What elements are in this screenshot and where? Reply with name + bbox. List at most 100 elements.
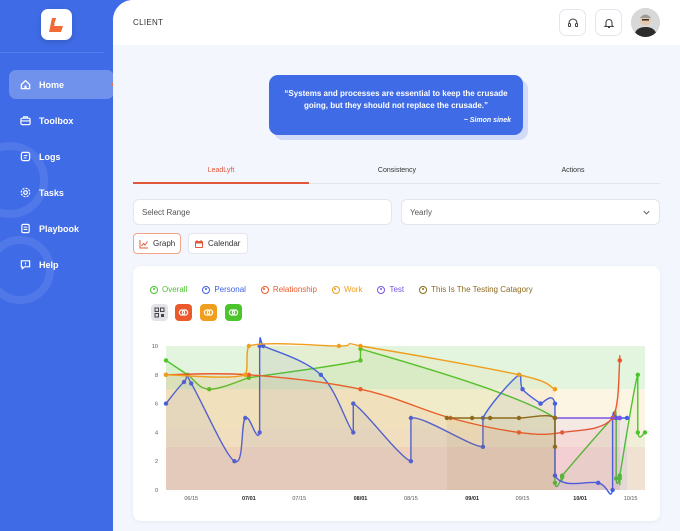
period-select[interactable]: Yearly (401, 199, 660, 225)
legend-label: Overall (162, 285, 188, 294)
series-area (166, 343, 555, 490)
data-point (408, 459, 414, 464)
series-line (165, 337, 627, 495)
chart-card: Overall Personal Relationship Work Test … (133, 266, 660, 521)
tab-consistency[interactable]: Consistency (377, 167, 417, 174)
link-button-red[interactable] (175, 304, 192, 321)
data-point (552, 415, 558, 421)
sidebar-item-label: Tasks (39, 187, 64, 198)
data-point (516, 415, 522, 421)
qr-code-button[interactable] (151, 304, 168, 321)
logs-icon (19, 151, 31, 163)
tab-leadlyft[interactable]: LeadLyft (207, 167, 235, 174)
sidebar-item-label: Playbook (39, 223, 80, 234)
data-point (613, 476, 619, 481)
quote-text: “Systems and processes are essential to … (284, 89, 508, 110)
series-area (166, 355, 620, 490)
help-icon (19, 259, 31, 271)
legend-label: Work (343, 285, 363, 294)
user-avatar[interactable] (631, 8, 660, 37)
sidebar-item-label: Help (39, 259, 59, 270)
range-field[interactable] (133, 199, 392, 225)
link-button-orange[interactable] (200, 304, 217, 321)
legend-test[interactable]: Test (377, 285, 404, 294)
active-tab-underline (133, 182, 309, 184)
app-logo[interactable] (41, 9, 72, 40)
data-point (232, 459, 237, 464)
quote-card: “Systems and processes are essential to … (269, 75, 523, 135)
link-button-green[interactable] (225, 304, 242, 321)
x-tick-label: 07/15 (292, 496, 306, 502)
data-point (610, 487, 615, 493)
data-point (520, 387, 525, 392)
data-point (617, 473, 622, 478)
legend-relationship[interactable]: Relationship (260, 285, 317, 294)
data-point (351, 430, 356, 435)
data-point (189, 381, 194, 386)
data-point (552, 473, 558, 478)
headset-icon (567, 17, 578, 27)
legend-label: This Is The Testing Catagory (431, 285, 533, 294)
sidebar-item-playbook[interactable]: Playbook (9, 214, 114, 243)
logo-icon (48, 17, 63, 32)
data-point (642, 430, 648, 435)
x-tick-label: 10/01 (573, 496, 587, 502)
x-tick-label: 06/15 (184, 496, 198, 502)
sidebar-item-help[interactable]: Help (9, 250, 114, 279)
legend-marker (202, 285, 211, 294)
data-point (538, 401, 543, 406)
data-point (243, 372, 248, 377)
tasks-icon (19, 187, 31, 199)
data-point (635, 430, 640, 435)
notifications-button[interactable] (595, 9, 622, 36)
data-point (318, 372, 324, 377)
sidebar-item-label: Logs (39, 151, 61, 162)
link-icon (228, 309, 239, 316)
y-tick-label: 4 (155, 430, 158, 436)
series-area (554, 418, 620, 490)
legend-overall[interactable]: Overall (150, 285, 187, 294)
line-chart: 0 2 4 6 8 10 06/15 07/01 07/15 08/01 08/15 09/01 09/… (152, 337, 648, 502)
link-icon (203, 309, 214, 316)
legend-work[interactable]: Work (331, 285, 363, 294)
data-point (516, 430, 522, 435)
legend-label: Test (389, 285, 405, 294)
sidebar-divider (0, 52, 104, 53)
x-tick-label: 09/15 (516, 496, 530, 502)
data-point (246, 372, 252, 377)
chart-band (166, 389, 645, 429)
sidebar-item-home[interactable]: Home (9, 70, 117, 99)
data-point (487, 415, 493, 421)
data-point (469, 415, 475, 421)
data-point (635, 372, 640, 377)
qr-code-icon (154, 307, 165, 318)
support-button[interactable] (559, 9, 586, 36)
data-point (246, 343, 252, 349)
playbook-icon (19, 223, 31, 235)
data-point (617, 415, 622, 421)
graph-button-label: Graph (153, 239, 176, 248)
data-point (163, 401, 169, 406)
legend-testing-category[interactable]: This Is The Testing Catagory (419, 285, 533, 294)
data-point (257, 430, 262, 435)
x-tick-label: 10/15 (624, 496, 638, 502)
data-point (408, 415, 414, 421)
data-point (559, 473, 565, 478)
series-line (165, 343, 556, 392)
graph-view-button[interactable]: Graph (133, 233, 181, 254)
data-point (595, 480, 601, 485)
sidebar-decoration (0, 142, 54, 304)
y-tick-label: 0 (155, 488, 158, 494)
data-point (552, 444, 558, 449)
sidebar-item-logs[interactable]: Logs (9, 142, 114, 171)
page-title: CLIENT (133, 18, 164, 27)
series-line (165, 355, 621, 436)
sidebar-item-toolbox[interactable]: Toolbox (9, 106, 114, 135)
range-input[interactable] (142, 207, 382, 217)
calendar-view-button[interactable]: Calendar (188, 233, 248, 254)
data-point (516, 372, 522, 377)
tab-actions[interactable]: Actions (561, 167, 585, 174)
sidebar-item-tasks[interactable]: Tasks (9, 178, 114, 207)
data-point (336, 343, 342, 349)
legend-personal[interactable]: Personal (202, 285, 246, 294)
